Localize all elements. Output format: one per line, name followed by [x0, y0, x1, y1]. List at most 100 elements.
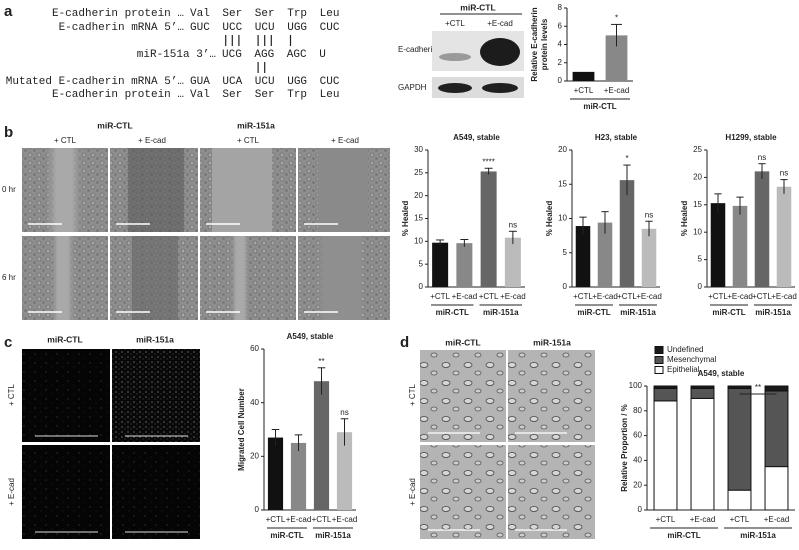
panel-label: a: [4, 3, 13, 20]
blot-header: miR-CTL: [460, 2, 495, 12]
legend-swatch: [654, 366, 664, 374]
significance-label: *: [625, 154, 628, 163]
group-header: miR-CTL: [445, 337, 480, 347]
y-axis-label: protein levels: [540, 18, 549, 70]
bar-segment: [653, 387, 678, 402]
y-tick-label: 10: [693, 227, 702, 236]
y-tick-label: 15: [558, 179, 567, 188]
wound-gap: [44, 148, 84, 232]
wound-gap: [50, 236, 76, 320]
bar-segment: [764, 385, 789, 392]
sequence-prefix: E-cadherin protein …: [52, 8, 184, 20]
x-tick-label: +CTL: [266, 515, 286, 524]
bar-segment: [653, 385, 678, 389]
y-tick-label: 20: [633, 480, 642, 489]
row-label: + CTL: [7, 383, 16, 406]
scale-bars: [428, 432, 567, 531]
bar-segment: [690, 397, 715, 511]
wound-gap: [212, 148, 272, 232]
morphology-images: miR-CTL miR-151a + CTL + E-cad: [408, 337, 595, 539]
wound-gap: [230, 236, 250, 320]
panel-label: d: [400, 334, 409, 351]
bar: [710, 203, 726, 287]
bar-segment: [727, 385, 752, 389]
x-tick-label: +E-cad: [604, 86, 630, 95]
condition-label: + E-cad: [331, 136, 359, 145]
y-axis-label: Relative Proportion / %: [620, 404, 629, 492]
y-tick-label: 0: [698, 282, 703, 291]
lane-label: +CTL: [445, 19, 465, 28]
y-tick-label: 15: [414, 214, 423, 223]
micrograph: [420, 350, 506, 442]
bar: [605, 35, 628, 81]
panel-label: c: [4, 334, 12, 351]
y-tick-label: 6: [558, 21, 563, 30]
x-tick-label: +CTL: [430, 292, 450, 301]
y-tick-label: 5: [698, 255, 703, 264]
sequence-alignment: E-cadherin protein … Val Ser Ser Trp Leu…: [6, 8, 340, 101]
x-tick-label: +E-cad: [592, 292, 618, 301]
x-tick-label: +CTL: [730, 515, 750, 524]
significance-label: **: [318, 357, 324, 366]
significance-label: *: [615, 14, 618, 23]
x-tick-label: +E-cad: [727, 292, 753, 301]
blot-row-label: GAPDH: [398, 83, 427, 92]
row-label: + CTL: [408, 383, 417, 406]
bar: [575, 226, 591, 287]
y-tick-label: 20: [250, 451, 259, 460]
y-axis-label: Migrated Cell Number: [237, 388, 246, 471]
y-tick-label: 2: [558, 58, 563, 67]
group-header: miR-CTL: [47, 334, 82, 344]
wound-gap: [318, 148, 368, 232]
chart-title: H1299, stable: [725, 133, 777, 142]
sequence-prefix: Mutated E-cadherin mRNA 5’…: [6, 76, 184, 88]
y-tick-label: 5: [563, 248, 568, 257]
bar: [776, 186, 792, 287]
y-tick-label: 15: [693, 200, 702, 209]
blot-band: [482, 83, 518, 93]
bar: [641, 228, 657, 287]
y-tick-label: 60: [633, 431, 642, 440]
bar-segment: [690, 387, 715, 399]
chart-title: A549, stable: [453, 133, 500, 142]
y-tick-label: 0: [558, 76, 563, 85]
legend-label: Epithelial: [667, 365, 700, 374]
wound-gap: [132, 236, 178, 320]
migration-images: miR-CTL miR-151a + CTL + E-cad: [7, 334, 200, 539]
sequence-codons: UCG AGG AGC U: [222, 49, 326, 61]
group-label: miR-151a: [483, 308, 519, 317]
sequence-codons: GUC UCC UCU UGG CUC: [190, 22, 340, 34]
micrograph: [508, 350, 595, 442]
sequence-prefix: E-cadherin mRNA 5’…: [59, 22, 184, 34]
wound-gap: [322, 236, 362, 320]
x-tick-label: +E-cad: [500, 292, 526, 301]
group-label: miR-CTL: [667, 531, 700, 540]
y-tick-label: 10: [414, 236, 423, 245]
x-tick-label: +CTL: [574, 86, 594, 95]
lane-label: +E-cad: [487, 19, 513, 28]
x-tick-label: +E-cad: [771, 292, 797, 301]
bar-segment: [764, 390, 789, 468]
panel-label: b: [4, 124, 13, 141]
group-label: miR-151a: [315, 531, 351, 540]
group-label: miR-151a: [755, 308, 791, 317]
micrograph: [420, 445, 506, 539]
y-tick-label: 4: [558, 40, 563, 49]
legend-label: Undefined: [667, 345, 703, 354]
bar: [597, 222, 613, 287]
row-label: + E-cad: [7, 478, 16, 506]
x-tick-label: +CTL: [479, 292, 499, 301]
y-tick-label: 25: [693, 145, 702, 154]
significance-label: **: [755, 383, 761, 392]
bar: [290, 442, 307, 510]
group-label: miR-151a: [620, 308, 656, 317]
y-tick-label: 0: [563, 282, 568, 291]
bar-segment: [690, 385, 715, 389]
sequence-prefix: E-cadherin protein …: [52, 89, 184, 101]
x-tick-label: +E-cad: [690, 515, 716, 524]
sequence-codons: Val Ser Ser Trp Leu: [190, 89, 339, 101]
condition-label: + E-cad: [138, 136, 166, 145]
bar: [432, 242, 449, 287]
significance-label: ns: [780, 169, 788, 178]
group-label: miR-CTL: [270, 531, 303, 540]
